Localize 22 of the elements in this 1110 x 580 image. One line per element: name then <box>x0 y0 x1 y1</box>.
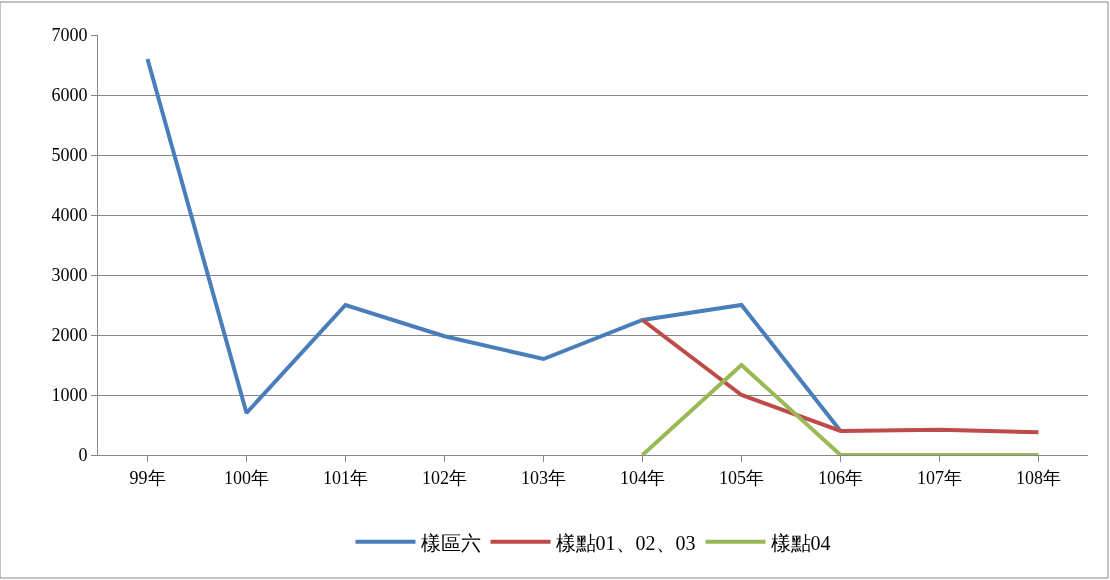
y-tick-label: 0 <box>78 445 88 466</box>
x-tick-label: 108年 <box>1016 467 1061 488</box>
x-tick-label: 99年 <box>129 467 166 488</box>
legend-label: 樣點01、02、03 <box>555 531 696 554</box>
y-tick-label: 4000 <box>51 205 88 226</box>
y-tick-label: 7000 <box>51 25 88 46</box>
legend-label: 樣點04 <box>770 531 831 554</box>
y-tick-label: 5000 <box>51 145 88 166</box>
x-tick-label: 102年 <box>422 467 467 488</box>
line-series <box>640 318 1041 435</box>
x-tick-label: 107年 <box>917 467 962 488</box>
y-tick-label: 2000 <box>51 325 88 346</box>
x-tick-label: 101年 <box>323 467 368 488</box>
x-tick-label: 100年 <box>224 467 269 488</box>
x-tick-label: 105年 <box>719 467 764 488</box>
y-tick-label: 6000 <box>51 85 88 106</box>
x-tick-label: 104年 <box>620 467 665 488</box>
x-tick-label: 103年 <box>521 467 566 488</box>
y-tick-label: 3000 <box>51 265 88 286</box>
y-tick-label: 1000 <box>51 385 88 406</box>
x-tick-label: 106年 <box>818 467 863 488</box>
legend-label: 樣區六 <box>420 531 481 554</box>
